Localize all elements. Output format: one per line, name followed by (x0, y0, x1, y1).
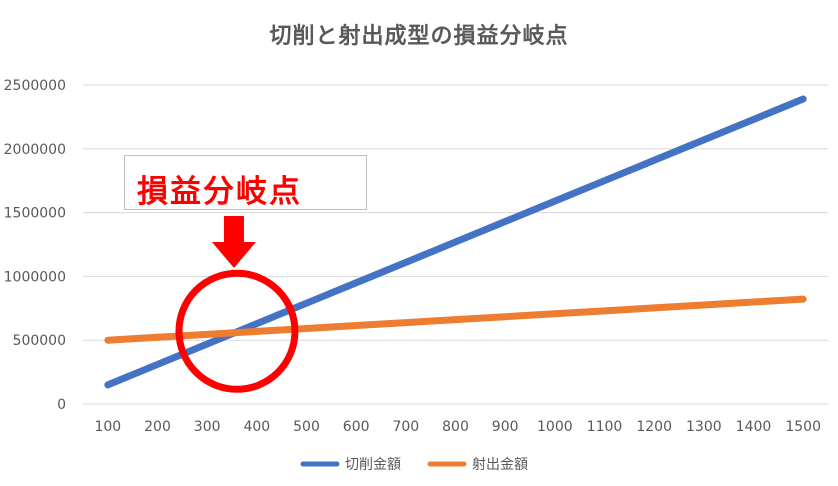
annotation-label: 損益分岐点 (137, 174, 302, 210)
x-tick-label: 300 (194, 419, 221, 435)
x-tick-label: 700 (392, 419, 419, 435)
x-tick-label: 1500 (785, 419, 821, 435)
legend-label: 射出金額 (472, 457, 528, 473)
x-tick-label: 100 (94, 419, 121, 435)
y-tick-label: 1500000 (4, 206, 66, 222)
annotation-layer (175, 216, 299, 393)
x-tick-label: 1000 (537, 419, 573, 435)
y-tick-label: 1000000 (4, 269, 66, 285)
y-tick-label: 2000000 (4, 142, 66, 158)
y-axis-ticks: 0 500000 1000000 1500000 2000000 2500000 (4, 78, 66, 413)
x-tick-label: 1200 (636, 419, 672, 435)
x-tick-label: 1100 (587, 419, 623, 435)
y-tick-label: 500000 (13, 333, 66, 349)
x-tick-label: 900 (492, 419, 519, 435)
legend: 切削金額 射出金額 (300, 457, 528, 473)
annotation-label-box: 損益分岐点 (124, 155, 367, 210)
y-tick-label: 2500000 (4, 78, 66, 94)
down-arrow-icon (211, 216, 256, 268)
breakeven-circle (175, 269, 299, 393)
gridlines (83, 84, 828, 405)
y-tick-label: 0 (57, 397, 66, 413)
x-tick-label: 1400 (736, 419, 772, 435)
x-tick-label: 600 (343, 419, 370, 435)
x-tick-label: 1300 (686, 419, 722, 435)
x-tick-label: 800 (442, 419, 469, 435)
x-axis-ticks: 100 200 300 400 500 600 700 800 900 1000 1100 1200 1… (94, 419, 821, 435)
x-tick-label: 200 (144, 419, 171, 435)
series-line-0 (104, 95, 807, 389)
x-tick-label: 400 (243, 419, 270, 435)
x-tick-label: 500 (293, 419, 320, 435)
chart-title: 切削と射出成型の損益分岐点 (269, 24, 569, 49)
legend-label: 切削金額 (345, 457, 401, 473)
series-layer (104, 95, 807, 389)
series-line-1 (104, 295, 807, 344)
